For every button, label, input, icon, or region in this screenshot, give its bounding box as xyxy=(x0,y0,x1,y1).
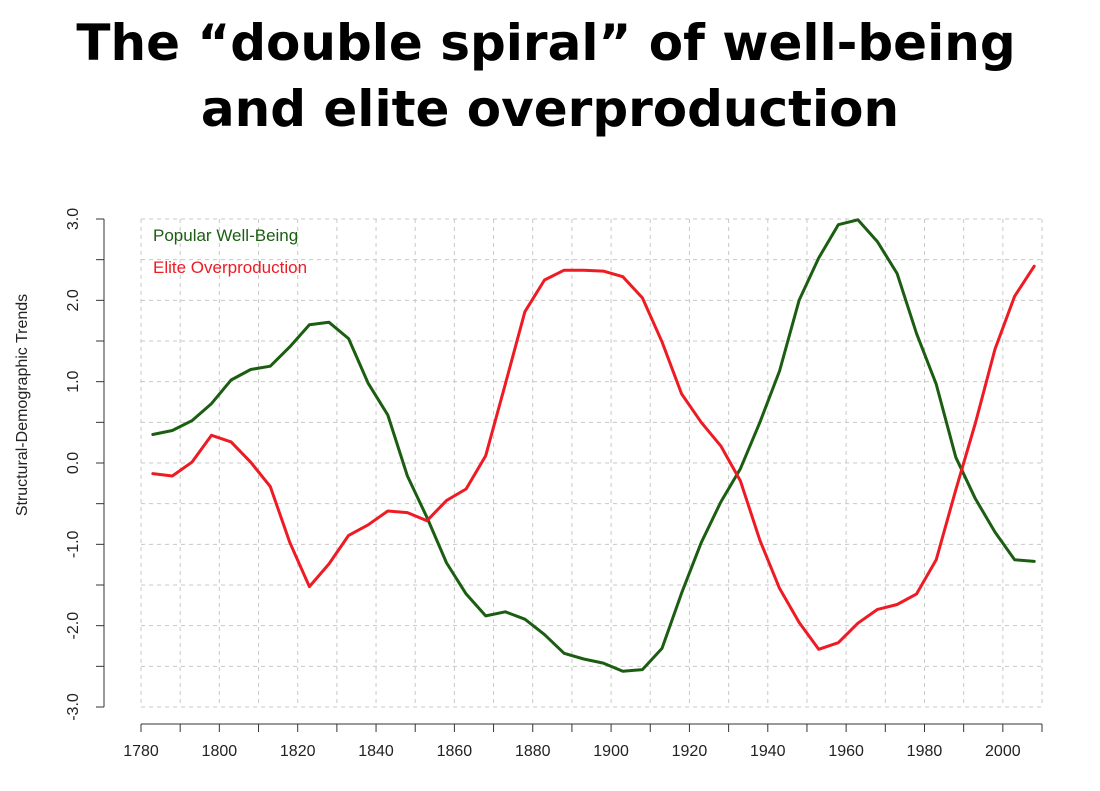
legend: Popular Well-Being Elite Overproduction xyxy=(153,226,307,277)
x-tick-label: 1820 xyxy=(280,743,316,760)
y-axis-label: Structural-Demographic Trends xyxy=(14,294,31,516)
series-line-elite-overproduction xyxy=(151,264,1036,651)
series-line-popular-well-being xyxy=(151,218,1036,673)
x-tick-label: 1940 xyxy=(750,743,786,760)
legend-entry-elite-overproduction: Elite Overproduction xyxy=(153,258,307,277)
x-tick-label: 1980 xyxy=(907,743,943,760)
y-tick-label: -3.0 xyxy=(65,693,82,721)
x-tick-label: 1780 xyxy=(123,743,159,760)
series xyxy=(151,218,1036,673)
x-tick-label: 1860 xyxy=(437,743,473,760)
title-line-2: and elite overproduction xyxy=(200,80,900,138)
x-tick-label: 1840 xyxy=(358,743,394,760)
y-tick-label: 1.0 xyxy=(65,370,82,392)
legend-entry-popular-well-being: Popular Well-Being xyxy=(153,226,298,245)
x-tick-label: 1900 xyxy=(593,743,629,760)
page-title: The “double spiral” of well-being and el… xyxy=(0,10,1100,142)
y-tick-label: 3.0 xyxy=(65,208,82,230)
axes: 1780 1800 1820 1840 1860 1880 1900 1920 1940 1960… xyxy=(65,208,1043,760)
x-tick-label: 1800 xyxy=(202,743,238,760)
x-tick-label: 1960 xyxy=(828,743,864,760)
x-tick-label: 1920 xyxy=(672,743,708,760)
line-chart: 1780 1800 1820 1840 1860 1880 1900 1920 1940 1960… xyxy=(14,208,1043,760)
y-tick-label: -2.0 xyxy=(65,612,82,640)
grid xyxy=(140,218,1043,708)
title-line-1: The “double spiral” of well-being xyxy=(76,14,1016,72)
x-tick-label: 2000 xyxy=(985,743,1021,760)
y-tick-label: -1.0 xyxy=(65,530,82,558)
y-tick-label: 0.0 xyxy=(65,452,82,474)
x-tick-label: 1880 xyxy=(515,743,551,760)
y-tick-label: 2.0 xyxy=(65,289,82,311)
